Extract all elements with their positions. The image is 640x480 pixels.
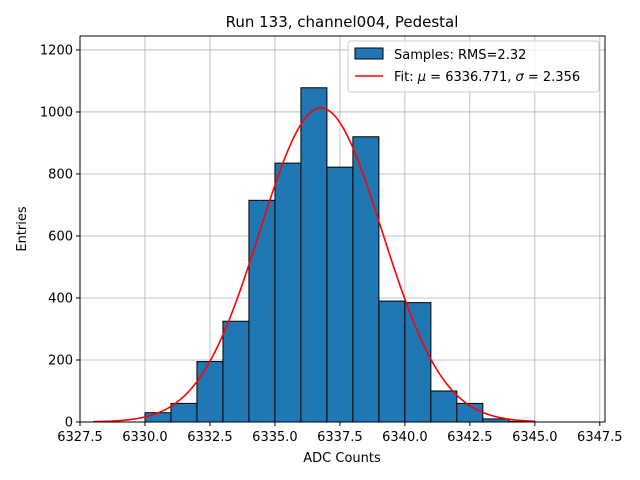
histogram-bar: [144, 412, 172, 423]
legend-histogram-label: Samples: RMS=2.32: [394, 48, 526, 63]
legend-fit-sigma-symbol: σ: [516, 70, 525, 85]
histogram-bar: [274, 162, 302, 423]
histogram-bar: [352, 136, 380, 423]
x-tick-label: 6330.0: [122, 430, 168, 445]
y-tick-label: 800: [48, 167, 73, 182]
histogram-bar: [430, 390, 458, 423]
y-axis-ticks: 0 200 400 600 800 1000 1200: [40, 43, 80, 431]
histogram-bar: [222, 320, 250, 423]
y-tick-label: 600: [48, 229, 73, 244]
x-axis-label: ADC Counts: [303, 451, 381, 466]
y-axis-label: Entries: [15, 206, 30, 252]
histogram-bar: [170, 402, 198, 423]
x-axis-ticks: 6327.5 6330.0 6332.5 6335.0 6337.5 6340.0 6342…: [57, 422, 623, 445]
legend-fit-sigma-value: = 2.356: [524, 70, 580, 85]
y-tick-label: 200: [48, 353, 73, 368]
legend-fit-prefix: Fit:: [394, 70, 418, 85]
histogram-bar: [248, 199, 276, 423]
legend: Samples: RMS=2.32 Fit: μ = 6336.771, σ =…: [347, 40, 600, 93]
legend-fit-mu-value: = 6336.771,: [426, 70, 515, 85]
y-tick-label: 0: [65, 416, 73, 431]
x-tick-label: 6335.0: [252, 430, 298, 445]
y-tick-label: 1000: [40, 105, 73, 120]
x-tick-label: 6347.5: [577, 430, 623, 445]
x-tick-label: 6345.0: [512, 430, 558, 445]
x-tick-label: 6332.5: [187, 430, 233, 445]
fit-curve: [92, 107, 535, 423]
histogram-bars: [144, 87, 536, 423]
legend-box: [347, 40, 600, 93]
x-tick-label: 6327.5: [57, 430, 103, 445]
y-tick-label: 400: [48, 291, 73, 306]
legend-fit-label: Fit: μ = 6336.771, σ = 2.356: [394, 70, 580, 85]
histogram-bar: [404, 302, 432, 423]
x-tick-label: 6342.5: [447, 430, 493, 445]
histogram-bar: [196, 361, 224, 423]
y-tick-label: 1200: [40, 43, 73, 58]
histogram-bar: [326, 166, 354, 423]
x-tick-label: 6337.5: [317, 430, 363, 445]
histogram-bar: [300, 87, 328, 423]
legend-fit-mu-symbol: μ: [417, 70, 426, 85]
plot-frame: [79, 35, 606, 423]
histogram-bar: [378, 300, 406, 423]
chart-title: Run 133, channel004, Pedestal: [226, 13, 459, 31]
x-tick-label: 6340.0: [382, 430, 428, 445]
legend-histogram-swatch: [354, 47, 384, 60]
